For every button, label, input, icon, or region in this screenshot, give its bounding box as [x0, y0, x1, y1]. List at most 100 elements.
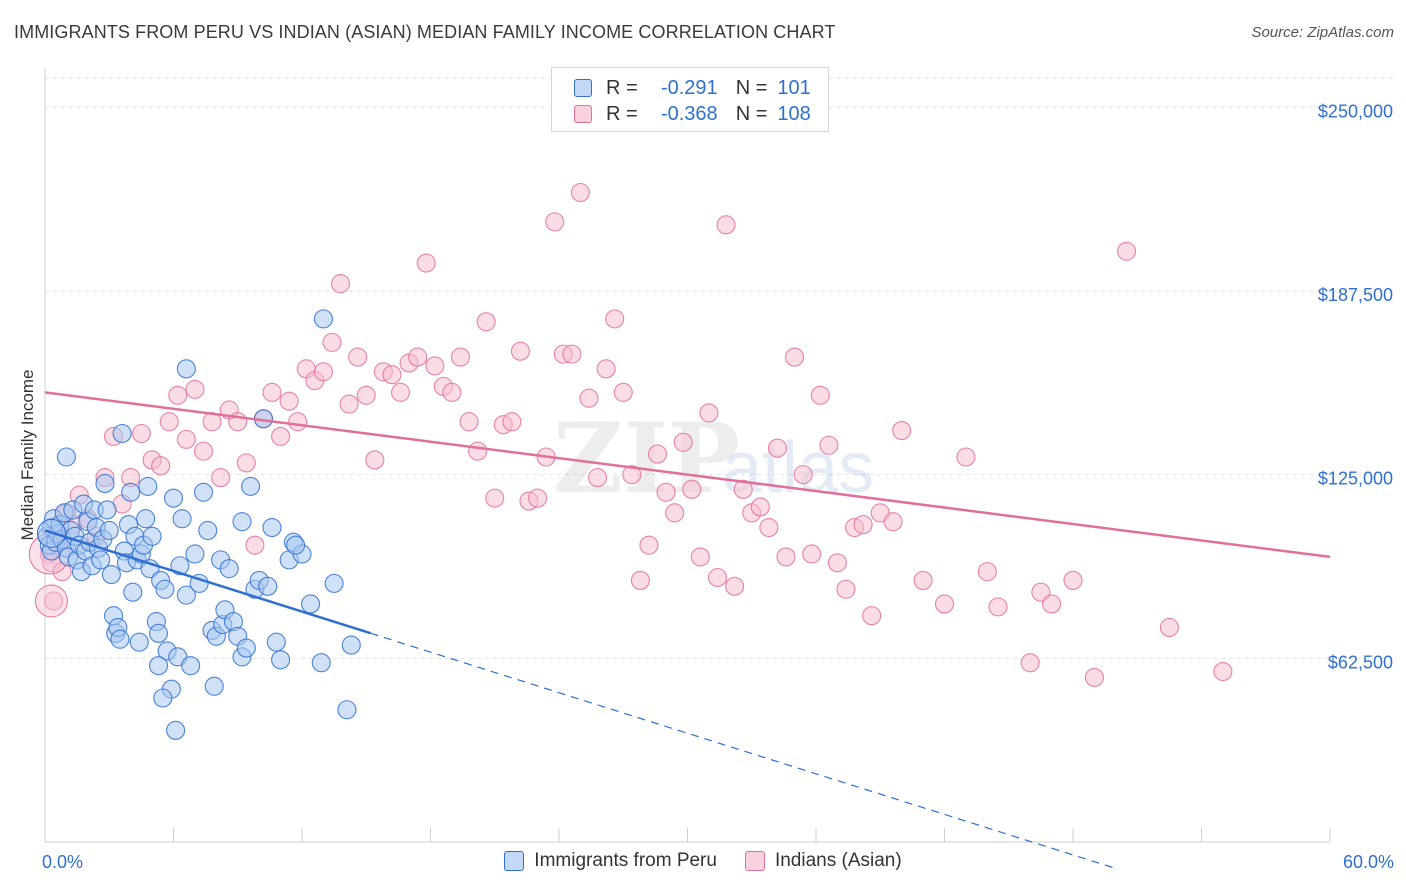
indians-asian-point — [725, 576, 745, 596]
indians-asian-point — [211, 468, 231, 488]
indians-asian-point — [459, 412, 479, 432]
peru-point — [99, 520, 119, 541]
x-axis-max-label: 60.0% — [1342, 852, 1394, 872]
indians-asian-point — [442, 382, 462, 402]
peru-point — [166, 720, 186, 740]
indians-asian-point — [151, 456, 171, 476]
indians-asian-point — [1020, 653, 1040, 673]
indians-asian-point — [596, 359, 616, 379]
peru-point — [193, 482, 214, 502]
peru-point — [185, 544, 205, 564]
indians-asian-trend-line — [44, 391, 1331, 559]
indians-asian-point — [665, 503, 685, 523]
indians-asian-point — [630, 570, 650, 590]
legend-n-label: N = — [735, 76, 768, 99]
peru-point — [91, 550, 111, 570]
indians-asian-point — [647, 444, 668, 464]
x-axis-min-label: 0.0% — [42, 852, 84, 872]
indians-asian-point — [934, 594, 955, 614]
peru-point — [153, 688, 173, 708]
indians-asian-point — [827, 553, 847, 573]
series-legend-peru[interactable]: Immigrants from Peru — [504, 850, 717, 872]
peru-point — [337, 700, 357, 720]
y-tick-label: $187,500 — [1318, 285, 1393, 305]
indians-asian-point — [913, 570, 933, 590]
peru-point — [311, 653, 331, 673]
series-swatch-peru — [504, 851, 525, 871]
peru-point — [155, 579, 175, 599]
peru-point — [56, 447, 76, 467]
peru-point — [198, 520, 218, 541]
indians-asian-point — [862, 606, 882, 626]
peru-point — [163, 488, 184, 508]
peru-point — [219, 559, 239, 579]
indians-asian-point — [690, 547, 710, 567]
indians-asian-point — [476, 312, 496, 332]
peru-point — [204, 676, 224, 696]
indians-asian-point — [193, 441, 214, 461]
y-tick-label: $62,500 — [1328, 652, 1393, 672]
indians-asian-point — [1042, 594, 1062, 614]
trend-lines — [44, 391, 1331, 870]
indians-asian-point — [793, 465, 813, 485]
series-label-peru: Immigrants from Peru — [534, 850, 717, 871]
indians-asian-point — [707, 567, 728, 588]
indians-asian-point — [382, 365, 402, 385]
peru-point — [313, 309, 333, 329]
peru-point — [258, 576, 278, 596]
y-tick-label: $125,000 — [1318, 469, 1393, 489]
series-legend-indians[interactable]: Indians (Asian) — [744, 850, 902, 872]
peru-point — [129, 632, 149, 652]
indians-asian-point — [176, 429, 196, 449]
indians-asian-point — [44, 591, 64, 611]
indians-asian-point — [1084, 667, 1104, 687]
indians-asian-point — [613, 382, 633, 402]
peru-point — [262, 517, 282, 538]
legend-row-peru: R = -0.291 N = 101 — [574, 75, 811, 101]
indians-asian-point — [131, 423, 151, 444]
legend-n-value: 101 — [777, 76, 811, 99]
peru-point — [148, 656, 169, 676]
indians-asian-point — [365, 450, 385, 470]
chart-title: IMMIGRANTS FROM PERU VS INDIAN (ASIAN) M… — [14, 22, 836, 42]
peru-point — [286, 535, 306, 555]
indians-asian-point — [468, 441, 488, 461]
indians-asian-point — [956, 447, 976, 467]
indians-asian-point — [562, 344, 582, 364]
indians-asian-point — [545, 212, 565, 232]
y-tick-label: $250,000 — [1318, 101, 1393, 121]
indians-asian-point — [390, 382, 411, 402]
peru-point — [142, 526, 162, 546]
indians-asian-point — [1063, 570, 1083, 590]
legend-n-value: 108 — [777, 102, 811, 125]
indians-asian-point — [236, 453, 256, 473]
indians-asian-point — [716, 215, 736, 235]
peru-point — [148, 623, 169, 643]
peru-point — [176, 359, 196, 379]
peru-point — [112, 423, 132, 444]
indians-asian-point — [528, 488, 548, 508]
indians-asian-point — [510, 341, 531, 361]
indians-asian-point — [605, 309, 625, 329]
indians-asian-point — [1159, 617, 1179, 638]
indians-asian-point — [313, 362, 333, 382]
peru-point — [101, 565, 121, 585]
indians-asian-point — [622, 465, 642, 485]
indians-asian-point — [977, 562, 997, 582]
peru-point — [170, 556, 190, 576]
indians-asian-point — [802, 544, 822, 564]
peru-point — [301, 594, 321, 614]
peru-point — [110, 629, 130, 649]
indians-asian-point — [579, 388, 599, 408]
source-label: Source: ZipAtlas.com — [1251, 24, 1394, 41]
indians-asian-point — [245, 535, 265, 555]
axis-layer — [44, 68, 1331, 843]
peru-trend-line — [44, 529, 371, 635]
indians-asian-point — [639, 535, 659, 555]
indians-asian-point — [699, 403, 719, 423]
indians-asian-point — [836, 579, 856, 599]
peru-point — [181, 656, 201, 676]
legend-r-label: R = — [606, 76, 638, 99]
peru-point — [341, 635, 361, 655]
